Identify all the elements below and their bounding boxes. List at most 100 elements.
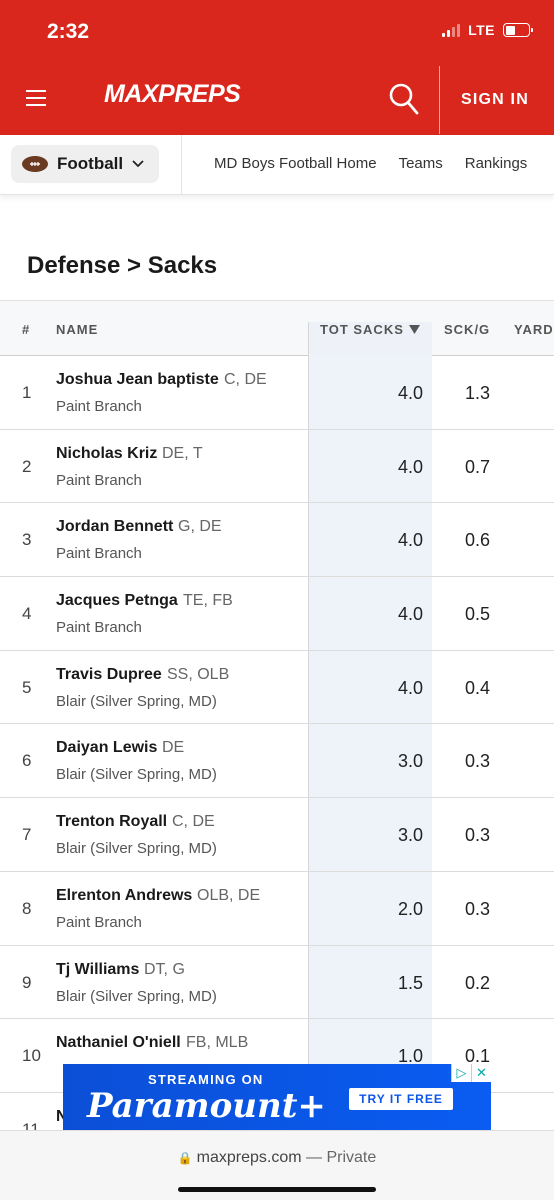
nav-link-teams[interactable]: Teams (398, 155, 443, 172)
player-position: FB, MLB (186, 1034, 249, 1052)
sorted-column-cell-bg (308, 650, 432, 724)
player-name[interactable]: Nicholas Kriz (56, 444, 158, 462)
row-rank: 7 (22, 825, 32, 845)
tot-sacks-value: 4.0 (397, 604, 423, 625)
table-row: 3 Jordan Bennett G, DE Paint Branch 4.0 0.6 (0, 503, 554, 578)
table-row: 7 Trenton Royall C, DE Blair (Silver Spring… (0, 798, 554, 872)
maxpreps-logo[interactable]: MAXPREPS (104, 80, 241, 108)
player-school[interactable]: Paint Branch (56, 398, 142, 415)
table-row: 9 Tj Williams DT, G Blair (Silver Spring, M… (0, 945, 554, 1020)
sacks-per-game-value: 0.3 (465, 751, 491, 772)
football-icon (22, 156, 48, 172)
ad-banner[interactable]: STREAMING ON Paramount+ TRY IT FREE ▷ ✕ (63, 1064, 491, 1130)
sorted-column-cell-bg (308, 356, 432, 429)
player-name[interactable]: Tj Williams (56, 960, 140, 978)
player-school[interactable]: Blair (Silver Spring, MD) (56, 692, 217, 710)
player-name[interactable]: Trenton Royall (56, 813, 168, 831)
sign-in-button[interactable]: SIGN IN (461, 91, 529, 108)
tot-sacks-value: 2.0 (397, 898, 423, 919)
header-yards[interactable]: YARD (514, 322, 554, 337)
sorted-column-cell-bg (308, 429, 432, 503)
player-school[interactable]: Paint Branch (56, 471, 142, 489)
app-header: 2:32 LTE MAXPREPS SIGN IN (0, 0, 554, 135)
sacks-per-game-value: 1.3 (465, 383, 491, 403)
player-name[interactable]: Joshua Jean baptiste (56, 371, 219, 388)
player-position: SS, OLB (167, 665, 230, 683)
row-rank: 6 (22, 751, 32, 771)
header-tot-sacks[interactable]: TOT SACKS (320, 322, 420, 337)
player-school[interactable]: Blair (Silver Spring, MD) (56, 987, 217, 1005)
header-sck-g[interactable]: SCK/G (444, 322, 491, 337)
sorted-column-cell-bg (308, 724, 432, 798)
address-bar[interactable]: 🔒 maxpreps.com — Private (0, 1149, 554, 1167)
row-rank: 10 (22, 1046, 41, 1066)
row-rank: 2 (22, 456, 32, 476)
player-position: OLB, DE (197, 886, 261, 904)
table-row: 8 Elrenton Andrews OLB, DE Paint Branch 2.0 0… (0, 871, 554, 946)
row-rank: 8 (22, 898, 32, 918)
sorted-column-cell-bg (308, 945, 432, 1019)
player-name[interactable]: Nathaniel O'niell (56, 1034, 181, 1052)
sport-label: Football (57, 154, 124, 173)
tot-sacks-value: 4.0 (397, 677, 423, 698)
sacks-per-game-value: 0.4 (465, 677, 491, 698)
sacks-per-game-value: 0.3 (465, 825, 491, 846)
player-name[interactable]: Jacques Petnga (56, 592, 178, 610)
player-position: DE, T (162, 444, 203, 462)
player-school[interactable]: Paint Branch (56, 619, 142, 637)
signal-icon (442, 23, 461, 37)
page-title: Defense > Sacks (27, 252, 218, 279)
row-rank: 5 (22, 677, 32, 697)
table-row: 5 Travis Dupree SS, OLB Blair (Silver Sprin… (0, 650, 554, 725)
ad-try-free-button[interactable]: TRY IT FREE (349, 1088, 453, 1110)
browser-bottom-bar: 🔒 maxpreps.com — Private (0, 1130, 554, 1200)
row-rank: 9 (22, 972, 32, 992)
player-school[interactable]: Blair (Silver Spring, MD) (56, 766, 217, 784)
search-icon[interactable] (388, 82, 420, 116)
sorted-column-cell-bg (308, 798, 432, 871)
tot-sacks-value: 1.0 (397, 1046, 423, 1067)
ad-streaming-text: STREAMING ON (148, 1072, 264, 1087)
status-indicators: LTE (442, 22, 533, 38)
player-school[interactable]: Paint Branch (56, 545, 142, 563)
home-indicator[interactable] (178, 1187, 376, 1192)
row-rank: 3 (22, 530, 32, 550)
player-name[interactable]: Jordan Bennett (56, 518, 174, 536)
private-label: — Private (306, 1149, 377, 1166)
nav-link-home[interactable]: MD Boys Football Home (214, 155, 377, 172)
subnav-divider (181, 135, 182, 194)
ad-close-icon[interactable]: ✕ (471, 1064, 491, 1082)
sort-desc-icon (408, 325, 420, 334)
player-name[interactable]: Elrenton Andrews (56, 886, 193, 904)
player-name[interactable]: Travis Dupree (56, 665, 162, 683)
battery-icon (503, 23, 533, 37)
tot-sacks-value: 3.0 (397, 825, 423, 846)
tot-sacks-value: 1.5 (397, 972, 423, 993)
row-rank: 1 (22, 383, 32, 402)
row-rank: 4 (22, 604, 32, 624)
url-text: maxpreps.com (196, 1149, 302, 1166)
sorted-column-cell-bg (308, 503, 432, 577)
player-name[interactable]: N (56, 1107, 68, 1125)
chevron-down-icon (132, 160, 144, 168)
sport-selector[interactable]: Football (11, 145, 159, 183)
header-name[interactable]: NAME (56, 322, 99, 337)
player-school[interactable]: Blair (Silver Spring, MD) (56, 840, 217, 858)
sorted-column-cell-bg (308, 871, 432, 945)
table-body: 1 Joshua Jean baptiste C, DE Paint Branch 4.… (0, 356, 554, 1167)
nav-link-rankings[interactable]: Rankings (464, 155, 528, 172)
player-school[interactable]: Paint Branch (56, 913, 142, 931)
ad-choices-icon[interactable]: ▷ (451, 1064, 471, 1082)
player-position: C, DE (172, 813, 215, 831)
header-divider (439, 66, 440, 134)
subnav-links: MD Boys Football Home Teams Rankings (214, 155, 527, 172)
stats-table: # NAME TOT SACKS SCK/G YARD 1 Joshua Jean… (0, 300, 554, 1167)
player-name[interactable]: Daiyan Lewis (56, 739, 158, 757)
table-row: 1 Joshua Jean baptiste C, DE Paint Branch 4.… (0, 356, 554, 430)
network-label: LTE (468, 22, 495, 38)
sacks-per-game-value: 0.1 (465, 1046, 491, 1067)
tot-sacks-value: 4.0 (397, 456, 423, 477)
sport-subnav: Football MD Boys Football Home Teams Ran… (0, 135, 554, 195)
menu-button[interactable] (26, 90, 46, 106)
sacks-per-game-value: 0.2 (465, 972, 491, 993)
